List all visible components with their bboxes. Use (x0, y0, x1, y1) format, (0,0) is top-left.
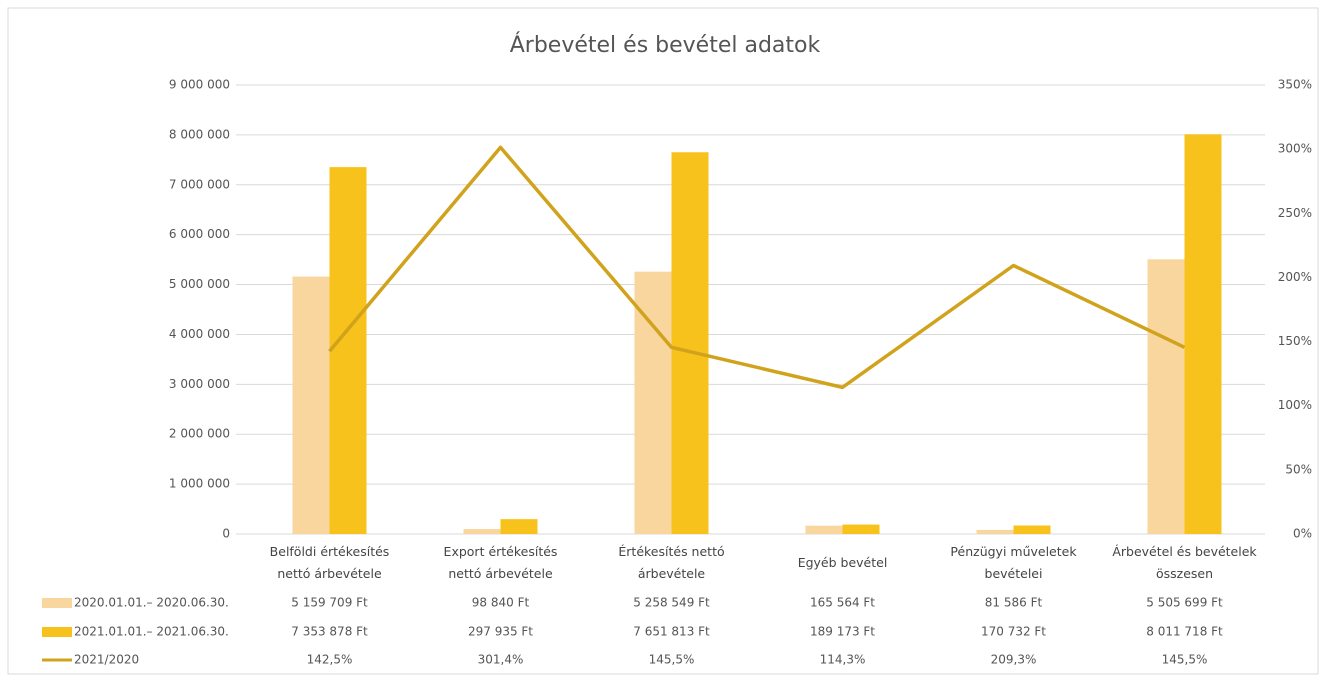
bar (329, 167, 367, 534)
category-label: Értékesítés nettó árbevétele (618, 544, 725, 581)
y2-tick-label: 200% (1278, 270, 1312, 284)
line-series (328, 145, 1186, 390)
data-table-value: 142,5% (307, 653, 353, 667)
legend-label: 2021/2020 (74, 653, 139, 667)
data-table-value: 165 564 Ft (810, 596, 875, 610)
category-label: Belföldi értékesítés nettó árbevétele (269, 544, 390, 581)
data-table-value: 5 258 549 Ft (633, 596, 710, 610)
bar (842, 524, 880, 534)
bar (805, 525, 843, 534)
y2-tick-label: 100% (1278, 398, 1312, 412)
legend-label: 2020.01.01.– 2020.06.30. (74, 596, 229, 610)
chart-title: Árbevétel és bevétel adatok (510, 32, 821, 58)
data-table-value: 209,3% (991, 653, 1037, 667)
y2-tick-label: 150% (1278, 334, 1312, 348)
category-label: Export értékesítés nettó árbevétele (443, 544, 558, 581)
category-label: Árbevétel és bevételek összesen (1112, 544, 1257, 581)
y-tick-label: 1 000 000 (169, 477, 230, 491)
y-tick-label: 2 000 000 (169, 427, 230, 441)
data-table-value: 8 011 718 Ft (1146, 625, 1223, 639)
bar (500, 519, 538, 534)
bar (1013, 525, 1051, 534)
y-tick-label: 0 (222, 527, 230, 541)
data-table-value: 189 173 Ft (810, 625, 875, 639)
bar (671, 152, 709, 534)
y-tick-label: 4 000 000 (169, 327, 230, 341)
y-tick-label: 3 000 000 (169, 377, 230, 391)
y2-tick-label: 350% (1278, 78, 1312, 92)
legend-label: 2021.01.01.– 2021.06.30. (74, 625, 229, 639)
data-table-value: 301,4% (478, 653, 524, 667)
y-tick-label: 9 000 000 (169, 78, 230, 92)
data-table-value: 297 935 Ft (468, 625, 533, 639)
data-table-value: 5 505 699 Ft (1146, 596, 1223, 610)
bar (1184, 134, 1222, 534)
bar (463, 529, 501, 534)
legend-swatch (42, 598, 72, 608)
bar (976, 529, 1014, 534)
bar (292, 276, 330, 534)
data-table-value: 114,3% (820, 653, 866, 667)
data-table-value: 145,5% (649, 653, 695, 667)
y-tick-label: 7 000 000 (169, 177, 230, 191)
bar (634, 271, 672, 534)
data-table-value: 98 840 Ft (472, 596, 530, 610)
data-table-value: 170 732 Ft (981, 625, 1046, 639)
category-label: Egyéb bevétel (797, 555, 888, 570)
data-table-value: 7 651 813 Ft (633, 625, 710, 639)
y2-tick-label: 250% (1278, 206, 1312, 220)
data-table-value: 81 586 Ft (985, 596, 1043, 610)
y2-tick-label: 50% (1285, 462, 1312, 476)
bar (1147, 259, 1185, 534)
y-tick-label: 6 000 000 (169, 227, 230, 241)
data-table-value: 5 159 709 Ft (291, 596, 368, 610)
y2-tick-label: 300% (1278, 142, 1312, 156)
y-tick-label: 5 000 000 (169, 277, 230, 291)
category-label: Pénzügyi műveletek bevételei (950, 544, 1077, 581)
data-table-value: 7 353 878 Ft (291, 625, 368, 639)
y2-tick-label: 0% (1293, 527, 1312, 541)
y-tick-label: 8 000 000 (169, 127, 230, 141)
legend-swatch (42, 627, 72, 637)
data-table-value: 145,5% (1162, 653, 1208, 667)
